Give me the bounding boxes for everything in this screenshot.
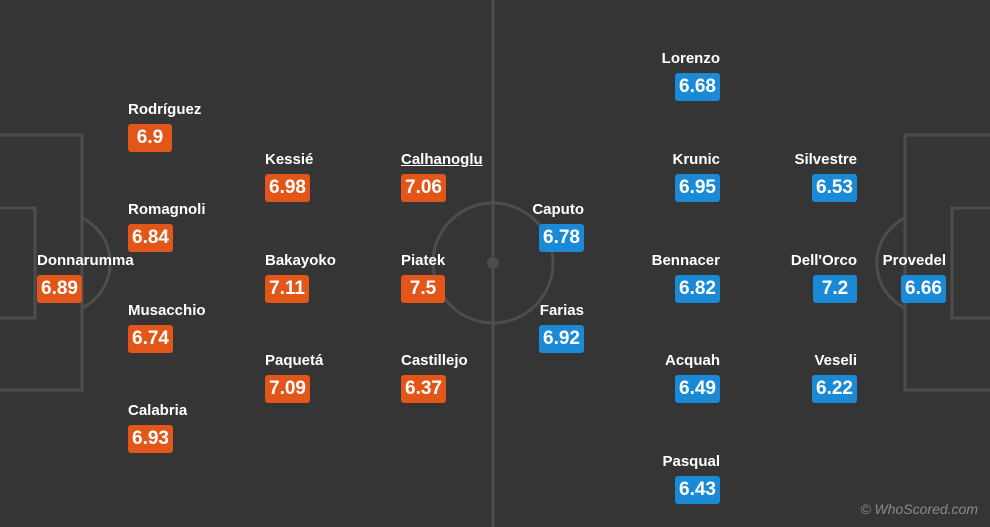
player-name: Krunic <box>672 151 720 168</box>
rating: 6.95 <box>675 174 720 202</box>
player[interactable]: Bakayoko 7.11 <box>265 251 336 303</box>
player-name: Caputo <box>532 201 584 218</box>
player[interactable]: Musacchio 6.74 <box>128 301 206 353</box>
rating: 7.5 <box>401 275 445 303</box>
player[interactable]: Kessié 6.98 <box>265 150 313 202</box>
player[interactable]: Pasqual 6.43 <box>662 452 720 504</box>
player[interactable]: Acquah 6.49 <box>665 351 720 403</box>
player-name: Donnarumma <box>37 252 134 269</box>
rating: 6.74 <box>128 325 173 353</box>
player[interactable]: Calabria 6.93 <box>128 401 187 453</box>
player-name: Calabria <box>128 402 188 419</box>
rating: 6.66 <box>901 275 946 303</box>
player-name: Paquetá <box>265 352 324 369</box>
rating: 6.98 <box>265 174 310 202</box>
rating: 6.78 <box>539 224 584 252</box>
player-name: Calhanoglu <box>401 151 483 168</box>
player[interactable]: Calhanoglu 7.06 <box>401 150 483 202</box>
player[interactable]: Piatek 7.5 <box>401 251 445 303</box>
player[interactable]: Bennacer 6.82 <box>652 251 720 303</box>
rating: 6.89 <box>37 275 82 303</box>
rating: 6.82 <box>675 275 720 303</box>
watermark: © WhoScored.com <box>860 501 978 517</box>
player-name: Rodríguez <box>128 101 202 118</box>
rating: 6.49 <box>675 375 720 403</box>
player-name: Romagnoli <box>128 201 206 218</box>
rating: 6.84 <box>128 224 173 252</box>
rating: 6.93 <box>128 425 173 453</box>
player-name: Provedel <box>882 252 946 269</box>
rating: 6.9 <box>128 124 172 152</box>
player-name: Bakayoko <box>265 252 336 269</box>
player[interactable]: Caputo 6.78 <box>532 200 584 252</box>
player-name: Pasqual <box>662 453 720 470</box>
player[interactable]: Paquetá 7.09 <box>265 351 323 403</box>
rating: 7.2 <box>813 275 857 303</box>
rating: 6.92 <box>539 325 584 353</box>
player-name: Musacchio <box>128 302 206 319</box>
player-name: Dell'Orco <box>790 252 857 269</box>
rating: 7.09 <box>265 375 310 403</box>
player[interactable]: Romagnoli 6.84 <box>128 200 206 252</box>
rating: 6.68 <box>675 73 720 101</box>
rating: 7.11 <box>265 275 309 303</box>
player[interactable]: Silvestre 6.53 <box>794 150 857 202</box>
player[interactable]: Farias 6.92 <box>539 301 584 353</box>
rating: 6.22 <box>812 375 857 403</box>
player-name: Veseli <box>814 352 857 369</box>
player-name: Acquah <box>664 352 720 369</box>
player[interactable]: Lorenzo 6.68 <box>662 49 720 101</box>
player[interactable]: Krunic 6.95 <box>672 150 720 202</box>
player[interactable]: Rodríguez 6.9 <box>128 100 201 152</box>
rating: 6.43 <box>675 476 720 504</box>
player[interactable]: Donnarumma 6.89 <box>37 251 134 303</box>
player-name: Farias <box>539 302 584 319</box>
player[interactable]: Provedel 6.66 <box>883 251 946 303</box>
player-name: Silvestre <box>794 151 857 168</box>
player-name: Castillejo <box>401 352 468 369</box>
player-name: Kessié <box>265 151 314 168</box>
rating: 7.06 <box>401 174 446 202</box>
player[interactable]: Dell'Orco 7.2 <box>791 251 857 303</box>
player-name: Piatek <box>401 252 446 269</box>
player[interactable]: Veseli 6.22 <box>812 351 857 403</box>
player-name: Lorenzo <box>661 50 720 67</box>
player[interactable]: Castillejo 6.37 <box>401 351 468 403</box>
player-name: Bennacer <box>651 252 720 269</box>
rating: 6.37 <box>401 375 446 403</box>
rating: 6.53 <box>812 174 857 202</box>
